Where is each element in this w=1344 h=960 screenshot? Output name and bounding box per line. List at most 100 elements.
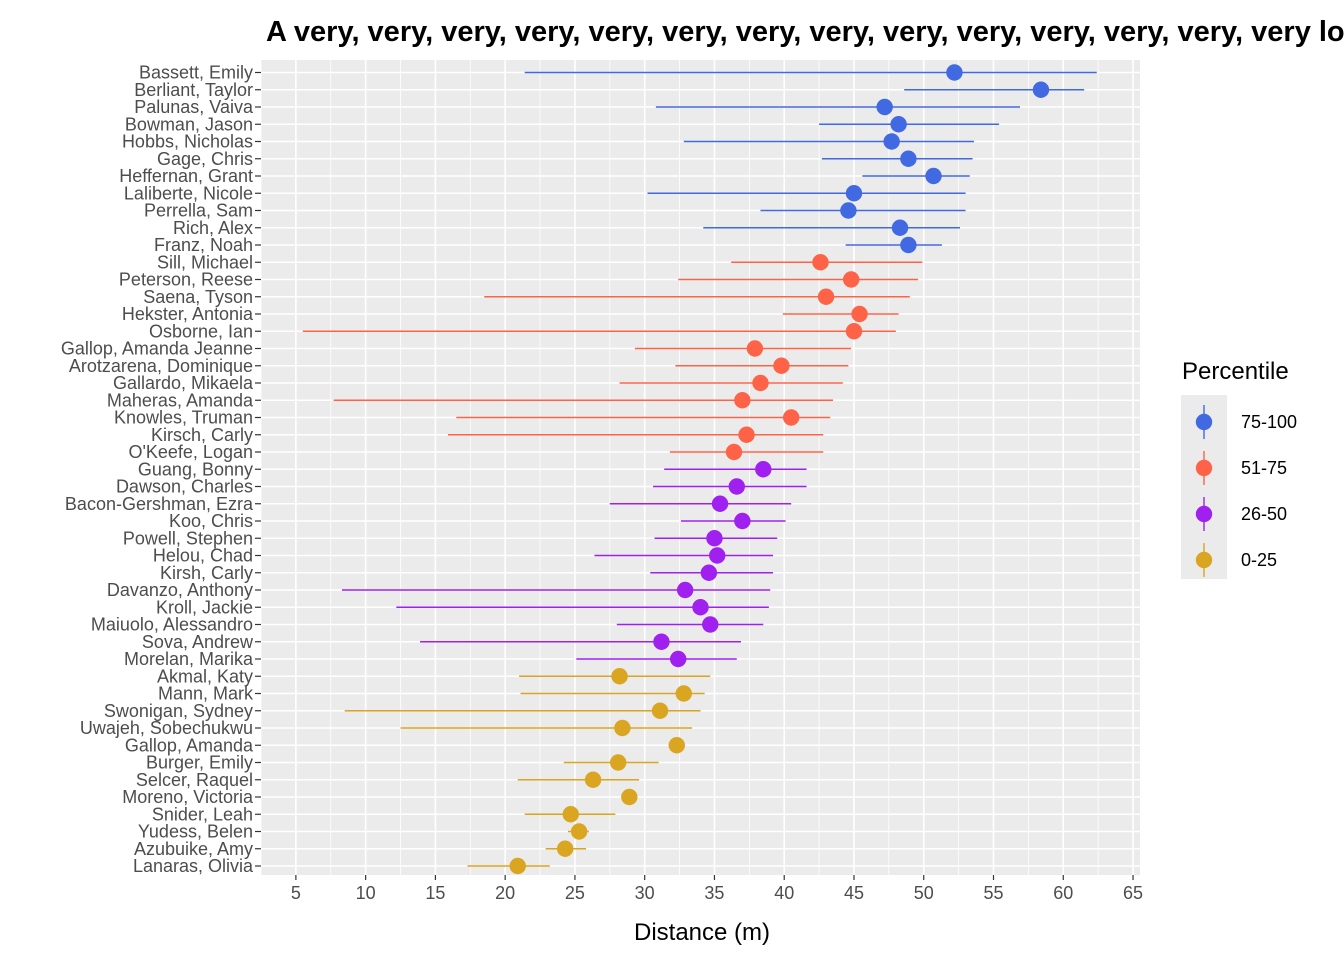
plot-panel — [261, 60, 1140, 875]
data-point — [746, 340, 764, 357]
y-tick-label: Palunas, Vaiva — [134, 97, 254, 117]
x-axis-title: Distance (m) — [634, 919, 770, 946]
y-tick-label: Kirsch, Carly — [151, 425, 253, 445]
x-tick-label: 40 — [774, 883, 794, 903]
data-point — [1032, 81, 1050, 98]
data-point — [890, 116, 907, 133]
data-point — [840, 202, 857, 219]
y-tick-label: Burger, Emily — [146, 753, 253, 773]
y-tick-label: Berliant, Taylor — [134, 80, 253, 100]
legend: Percentile 75-100 51-75 26-50 0-25 — [1181, 358, 1297, 579]
data-point — [817, 288, 835, 305]
y-tick-label: Helou, Chad — [153, 546, 253, 566]
y-tick-label: Bacon-Gershman, Ezra — [65, 494, 254, 514]
y-tick-label: Lanaras, Olivia — [133, 856, 254, 876]
data-point — [668, 737, 685, 754]
legend-label: 75-100 — [1241, 412, 1297, 432]
y-tick-label: Bassett, Emily — [139, 63, 253, 83]
y-tick-label: Mann, Mark — [158, 684, 254, 704]
y-tick-label: Heffernan, Grant — [119, 166, 253, 186]
legend-label: 0-25 — [1241, 550, 1277, 570]
x-tick-label: 65 — [1123, 883, 1143, 903]
y-tick-label: Gage, Chris — [157, 149, 253, 169]
y-tick-label: Perrella, Sam — [144, 201, 253, 221]
y-tick-label: Sova, Andrew — [142, 632, 254, 652]
y-tick-label: O'Keefe, Logan — [128, 442, 253, 462]
y-tick-label: Franz, Noah — [154, 235, 253, 255]
data-point — [711, 495, 729, 512]
y-tick-label: Osborne, Ian — [149, 321, 253, 341]
y-tick-label: Maheras, Amanda — [107, 390, 254, 410]
data-point — [755, 461, 772, 478]
x-tick-label: 5 — [291, 883, 301, 903]
y-tick-label: Moreno, Victoria — [122, 787, 254, 807]
data-point — [845, 323, 863, 340]
data-point — [752, 374, 769, 392]
y-tick-label: Sill, Michael — [157, 252, 253, 272]
legend-key-point — [1195, 551, 1213, 569]
data-point — [842, 271, 860, 288]
data-point — [845, 185, 863, 202]
y-tick-label: Dawson, Charles — [116, 477, 253, 497]
legend-label: 26-50 — [1241, 504, 1287, 524]
data-point — [609, 754, 627, 771]
y-tick-label: Knowles, Truman — [114, 408, 253, 428]
x-tick-label: 20 — [495, 883, 515, 903]
data-point — [614, 719, 631, 737]
data-point — [570, 823, 588, 840]
legend-title: Percentile — [1182, 358, 1289, 385]
data-point — [709, 547, 726, 564]
data-point — [738, 426, 755, 443]
y-tick-label: Uwajeh, Sobechukwu — [80, 718, 253, 738]
y-tick-label: Koo, Chris — [169, 511, 253, 531]
data-point — [900, 150, 917, 167]
y-tick-label: Kroll, Jackie — [156, 597, 253, 617]
x-tick-label: 50 — [914, 883, 934, 903]
data-point — [669, 650, 687, 668]
x-axis-ticks: 5 10 15 20 25 30 35 40 45 50 55 60 65 — [291, 875, 1143, 903]
data-point — [925, 167, 942, 185]
data-marks — [302, 64, 1097, 875]
data-point — [653, 633, 670, 650]
y-tick-label: Laliberte, Nicole — [124, 183, 253, 203]
x-tick-label: 60 — [1053, 883, 1073, 903]
y-tick-label: Peterson, Reese — [119, 270, 253, 290]
y-tick-label: Gallardo, Mikaela — [113, 373, 254, 393]
y-tick-label: Swonigan, Sydney — [104, 701, 253, 721]
y-tick-label: Rich, Alex — [173, 218, 253, 238]
data-point — [773, 357, 790, 374]
x-tick-label: 30 — [635, 883, 655, 903]
legend-key-point — [1195, 459, 1213, 477]
data-point — [728, 478, 745, 495]
data-point — [621, 788, 638, 806]
data-point — [883, 133, 900, 150]
x-tick-label: 15 — [425, 883, 445, 903]
y-tick-label: Bowman, Jason — [125, 114, 253, 134]
y-tick-label: Gallop, Amanda — [125, 735, 254, 755]
data-point — [562, 806, 579, 823]
x-tick-label: 25 — [565, 883, 585, 903]
legend-key-point — [1195, 413, 1213, 431]
y-tick-label: Maiuolo, Alessandro — [91, 615, 253, 635]
data-point — [876, 98, 893, 116]
y-tick-label: Saena, Tyson — [143, 287, 253, 307]
y-tick-label: Selcer, Raquel — [136, 770, 253, 790]
legend-key-point — [1195, 505, 1213, 523]
data-point — [584, 771, 602, 788]
data-point — [734, 512, 751, 530]
y-tick-label: Powell, Stephen — [123, 528, 253, 548]
data-point — [725, 443, 743, 461]
data-point — [851, 305, 868, 323]
y-tick-label: Davanzo, Anthony — [107, 580, 253, 600]
y-tick-label: Kirsh, Carly — [160, 563, 253, 583]
data-point — [675, 685, 692, 702]
x-tick-label: 45 — [844, 883, 864, 903]
y-tick-label: Hobbs, Nicholas — [122, 132, 253, 152]
data-point — [702, 616, 719, 633]
chart-title: A very, very, very, very, very, very, ve… — [266, 16, 1344, 48]
data-point — [651, 702, 669, 719]
y-tick-label: Arotzarena, Dominique — [69, 356, 253, 376]
y-tick-label: Azubuike, Amy — [134, 839, 253, 859]
x-tick-label: 10 — [356, 883, 376, 903]
